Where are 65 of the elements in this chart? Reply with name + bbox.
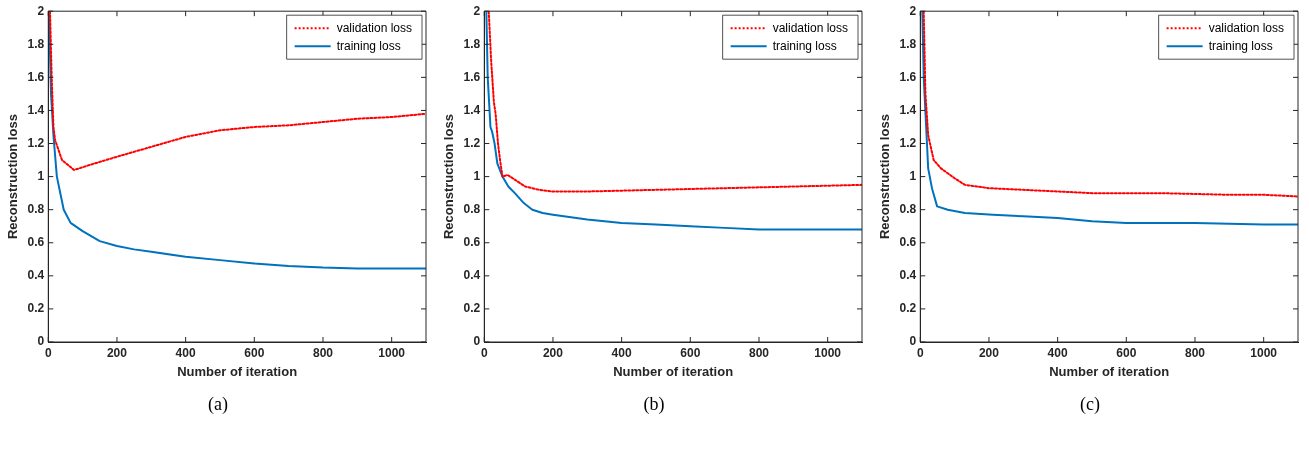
y-tick-label: 1.8 xyxy=(27,36,45,51)
y-axis-title: Reconstruction loss xyxy=(877,114,893,240)
line-series xyxy=(487,11,862,193)
x-tick-label: 800 xyxy=(1184,345,1206,360)
legend-label: training loss xyxy=(336,38,401,53)
y-tick-label: 0 xyxy=(473,334,481,349)
legend-label: validation loss xyxy=(336,20,412,35)
x-axis-title: Number of iteration xyxy=(1049,363,1170,379)
y-tick-label: 0.8 xyxy=(463,201,481,216)
x-axis-title: Number of iteration xyxy=(613,363,734,379)
x-axis-title: Number of iteration xyxy=(177,363,298,379)
y-tick-label: 0.4 xyxy=(463,268,481,283)
y-tick-label: 1 xyxy=(473,168,481,183)
y-tick-label: 1.4 xyxy=(27,102,45,117)
text: (c) xyxy=(1079,394,1101,415)
y-tick-label: 1.6 xyxy=(463,69,481,84)
y-tick-label: 1.6 xyxy=(27,69,45,84)
y-tick-label: 1.2 xyxy=(27,135,45,150)
y-tick-label: 1.2 xyxy=(899,135,917,150)
legend-label: training loss xyxy=(1208,38,1273,53)
legend-label: validation loss xyxy=(772,20,848,35)
legend-label: validation loss xyxy=(1208,20,1284,35)
y-tick-label: 1.2 xyxy=(463,135,481,150)
line-series xyxy=(49,11,426,171)
y-tick-label: 0.8 xyxy=(899,201,917,216)
y-tick-label: 0.6 xyxy=(27,235,45,250)
y-axis-title: Reconstruction loss xyxy=(5,114,21,240)
text: (b) xyxy=(642,394,666,415)
x-tick-label: 600 xyxy=(680,345,701,360)
y-tick-label: 0.6 xyxy=(463,235,481,250)
y-tick-label: 0.2 xyxy=(899,301,917,316)
y-tick-label: 2 xyxy=(473,3,481,18)
y-tick-label: 0.6 xyxy=(899,235,917,250)
y-tick-label: 1.8 xyxy=(899,36,917,51)
y-tick-label: 0.4 xyxy=(27,268,45,283)
y-tick-label: 1.8 xyxy=(463,36,481,51)
y-tick-label: 0.2 xyxy=(27,301,45,316)
x-tick-label: 200 xyxy=(542,345,564,360)
y-tick-label: 1 xyxy=(37,168,45,183)
x-tick-label: 1000 xyxy=(378,345,406,360)
x-tick-label: 1000 xyxy=(1250,345,1278,360)
x-tick-label: 400 xyxy=(175,345,196,360)
x-tick-label: 400 xyxy=(1047,345,1068,360)
y-tick-label: 2 xyxy=(37,3,45,18)
y-tick-label: 1.4 xyxy=(899,102,917,117)
x-tick-label: 1000 xyxy=(814,345,842,360)
legend-label: training loss xyxy=(772,38,837,53)
y-tick-label: 1.4 xyxy=(463,102,481,117)
y-tick-label: 0 xyxy=(909,334,917,349)
x-tick-label: 200 xyxy=(978,345,1000,360)
x-tick-label: 600 xyxy=(244,345,265,360)
y-tick-label: 0 xyxy=(37,334,45,349)
y-tick-label: 0.2 xyxy=(463,301,481,316)
x-tick-label: 800 xyxy=(312,345,334,360)
y-tick-label: 1.6 xyxy=(899,69,917,84)
y-axis-title: Reconstruction loss xyxy=(441,114,457,240)
x-tick-label: 800 xyxy=(748,345,770,360)
y-tick-label: 1 xyxy=(909,168,917,183)
y-tick-label: 0.4 xyxy=(899,268,917,283)
y-tick-label: 2 xyxy=(909,3,917,18)
x-tick-label: 200 xyxy=(106,345,128,360)
y-tick-label: 0.8 xyxy=(27,201,45,216)
x-tick-label: 400 xyxy=(611,345,632,360)
text: (a) xyxy=(207,394,229,415)
x-tick-label: 600 xyxy=(1116,345,1137,360)
